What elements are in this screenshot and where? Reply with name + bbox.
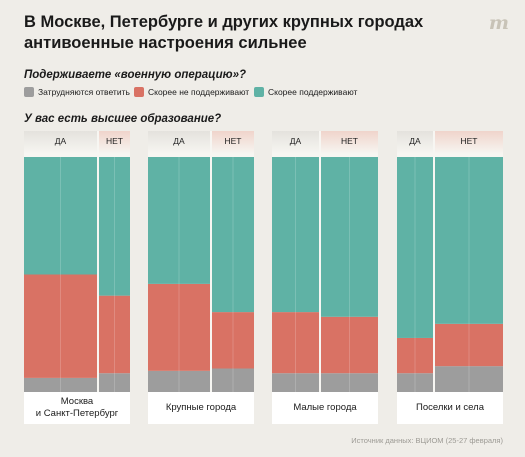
bar-no-undecided bbox=[435, 366, 503, 392]
category-label-line1: Малые города bbox=[293, 402, 357, 413]
bar-no-undecided bbox=[212, 368, 254, 392]
bar-no-not-support bbox=[212, 312, 254, 369]
legend-swatch-support bbox=[254, 87, 264, 97]
header-yes: ДА bbox=[397, 131, 433, 154]
stacked-bars bbox=[397, 157, 503, 392]
header-no-label: НЕТ bbox=[341, 136, 358, 146]
category-label-line1: Крупные города bbox=[165, 402, 237, 413]
legend-item-undecided: Затрудняются ответить bbox=[24, 87, 130, 97]
category-label-text: Поселки и села bbox=[416, 402, 484, 414]
bar-no-not-support bbox=[99, 295, 130, 374]
header-yes-label: ДА bbox=[173, 136, 185, 146]
source-note: Источник данных: ВЦИОМ (25-27 февраля) bbox=[351, 436, 503, 445]
header-yes: ДА bbox=[148, 131, 210, 154]
header-yes: ДА bbox=[24, 131, 97, 154]
legend-label-undecided: Затрудняются ответить bbox=[38, 87, 130, 97]
category-label: Москва и Санкт-Петербург bbox=[24, 392, 130, 424]
question-support: Подерживаете «военную операцию»? bbox=[24, 69, 247, 81]
bar-yes-support bbox=[24, 157, 97, 275]
bar-yes-undecided bbox=[397, 373, 433, 392]
bar-yes-not-support bbox=[397, 337, 433, 374]
legend-item-support: Скорее поддерживают bbox=[254, 87, 357, 97]
bar-yes-not-support bbox=[24, 274, 97, 378]
logo-icon: m bbox=[488, 12, 509, 34]
bar-no-not-support bbox=[435, 323, 503, 367]
bar-yes-support bbox=[272, 157, 319, 313]
legend-swatch-undecided bbox=[24, 87, 34, 97]
bar-yes-undecided bbox=[272, 373, 319, 392]
header-no: НЕТ bbox=[99, 131, 130, 154]
bar-yes-undecided bbox=[148, 370, 210, 392]
header-no: НЕТ bbox=[321, 131, 378, 154]
panel-0: ДА НЕТ Москва и Санкт-Петербург bbox=[24, 131, 130, 424]
bar-no-support bbox=[321, 157, 378, 317]
category-label-line1: Москва bbox=[60, 396, 94, 407]
bar-no-support bbox=[435, 157, 503, 324]
category-label-line1: Поселки и села bbox=[416, 402, 484, 413]
bar-no-support bbox=[99, 157, 130, 296]
bar-yes-support bbox=[148, 157, 210, 284]
stacked-bars bbox=[272, 157, 378, 392]
bar-no-not-support bbox=[321, 316, 378, 374]
header-yes-label: ДА bbox=[289, 136, 302, 146]
header-yes-label: ДА bbox=[54, 136, 67, 146]
bar-yes-support bbox=[397, 157, 433, 338]
category-label-text: Малые города bbox=[293, 402, 356, 414]
bar-no-support bbox=[212, 157, 254, 313]
bar-yes-undecided bbox=[24, 377, 97, 392]
category-label-line2: и Санкт-Петербург bbox=[35, 408, 119, 419]
category-label: Крупные города bbox=[148, 392, 254, 424]
header-no: НЕТ bbox=[435, 131, 503, 154]
header-no: НЕТ bbox=[212, 131, 254, 154]
header-yes-label: ДА bbox=[409, 136, 421, 146]
panel-3: ДА НЕТ Поселки и села bbox=[397, 131, 503, 424]
header-no-label: НЕТ bbox=[106, 136, 123, 146]
header-no-label: НЕТ bbox=[224, 136, 242, 146]
question-education: У вас есть высшее образование? bbox=[24, 113, 222, 125]
category-label: Малые города bbox=[272, 392, 378, 424]
legend-swatch-not-support bbox=[134, 87, 144, 97]
header-no-label: НЕТ bbox=[460, 136, 478, 146]
category-label-text: Крупные города bbox=[166, 402, 236, 414]
chart-title: В Москве, Петербурге и других крупных го… bbox=[24, 13, 424, 52]
legend-label-support: Скорее поддерживают bbox=[268, 87, 358, 97]
stacked-bars bbox=[148, 157, 254, 392]
header-yes: ДА bbox=[272, 131, 319, 154]
legend-item-not-support: Скорее не поддерживают bbox=[134, 87, 249, 97]
category-label: Поселки и села bbox=[397, 392, 503, 424]
stacked-bars bbox=[24, 157, 130, 392]
bar-yes-not-support bbox=[148, 283, 210, 371]
legend-label-not-support: Скорее не поддерживают bbox=[148, 87, 250, 97]
category-label-text: Москва и Санкт-Петербург bbox=[36, 396, 118, 420]
bar-yes-not-support bbox=[272, 312, 319, 374]
panel-2: ДА НЕТ Малые города bbox=[272, 131, 378, 424]
bar-no-undecided bbox=[321, 373, 378, 392]
bar-no-undecided bbox=[99, 373, 130, 392]
panel-1: ДА НЕТ Крупные города bbox=[148, 131, 254, 424]
